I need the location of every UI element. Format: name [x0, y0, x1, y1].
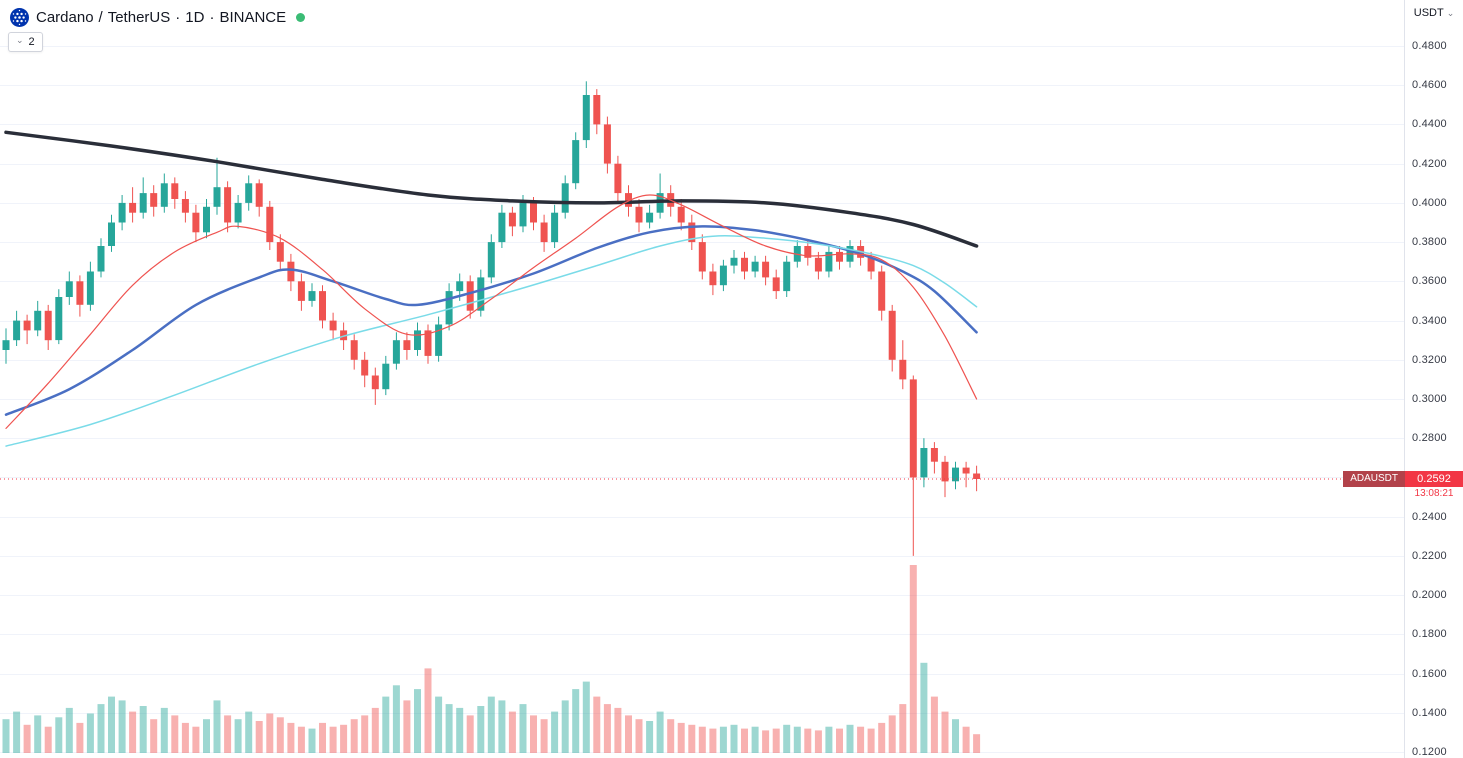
price-tick: 0.4000 [1412, 196, 1447, 209]
market-status-dot[interactable] [296, 13, 306, 22]
price-axis[interactable]: USDT ⌄ 0.4800 0.4600 0.4400 0.4200 0.4000 0.3… [1404, 0, 1463, 758]
price-line-label: ADAUSDT 0.2592 [1343, 471, 1463, 487]
fast-ma-red-line [5, 194, 978, 429]
indicators-count: 2 [28, 36, 35, 48]
grid-lines [0, 46, 1405, 753]
symbol-title[interactable]: Cardano / TetherUS · 1D · BINANCE [36, 9, 286, 26]
interval-label[interactable]: 1D [185, 9, 205, 26]
price-tick: 0.1600 [1412, 667, 1447, 680]
fast-ma-cyan-line [5, 235, 978, 447]
exchange-label[interactable]: BINANCE [219, 9, 287, 26]
price-tick: 0.3400 [1412, 314, 1447, 327]
price-tick: 0.3800 [1412, 236, 1447, 249]
price-tick: 0.3200 [1412, 353, 1447, 366]
cardano-logo-icon [10, 8, 29, 27]
slow-ma-black-line [4, 130, 979, 248]
axis-unit-selector[interactable]: USDT ⌄ [1405, 7, 1463, 19]
price-tick: 0.4800 [1412, 40, 1447, 52]
price-tick: 0.2800 [1412, 432, 1447, 445]
symbol-name[interactable]: Cardano [36, 9, 94, 26]
price-tick: 0.4200 [1412, 157, 1447, 170]
chevron-down-icon: ⌄ [16, 34, 24, 45]
mid-ma-blue-line [4, 225, 978, 416]
price-tick: 0.1200 [1412, 746, 1447, 758]
price-tick: 0.1800 [1412, 628, 1447, 641]
last-price-badge: 0.2592 [1405, 471, 1463, 487]
indicators-collapse-toggle[interactable]: ⌄ 2 [8, 32, 43, 52]
price-tick: 0.3000 [1412, 393, 1447, 405]
bar-close-countdown: 13:08:21 [1414, 487, 1454, 499]
price-tick: 0.2200 [1412, 549, 1447, 562]
axis-unit-label: USDT [1413, 7, 1444, 19]
price-line-symbol-badge: ADAUSDT [1343, 471, 1405, 487]
price-tick: 0.1400 [1412, 706, 1447, 719]
chevron-down-icon: ⌄ [1446, 8, 1455, 18]
price-chart[interactable] [0, 0, 1405, 758]
price-tick: 0.3600 [1412, 275, 1447, 288]
symbol-quote[interactable]: TetherUS [107, 9, 171, 26]
separator: / [98, 9, 103, 26]
price-tick: 0.2400 [1412, 510, 1447, 523]
separator-dot: · [175, 9, 181, 26]
symbol-legend: Cardano / TetherUS · 1D · BINANCE [10, 8, 306, 27]
price-tick: 0.2000 [1412, 589, 1447, 602]
price-tick: 0.4400 [1412, 118, 1447, 131]
price-tick: 0.4600 [1412, 79, 1447, 92]
separator-dot: · [209, 9, 215, 26]
volume-bars [2, 565, 981, 753]
